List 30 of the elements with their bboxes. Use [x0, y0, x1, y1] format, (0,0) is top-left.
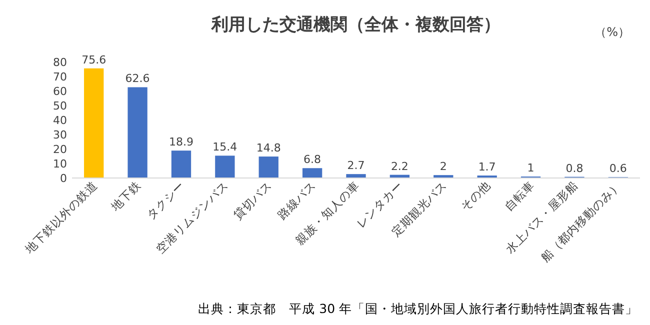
data-label: 14.8	[256, 142, 281, 155]
data-label: 2	[440, 160, 447, 174]
x-tick-label: 路線バス	[274, 178, 318, 222]
data-label: 18.9	[168, 136, 194, 149]
y-tick-label: 20	[53, 143, 67, 156]
x-tick-label: 地下鉄	[108, 178, 144, 214]
y-tick-label: 0	[60, 172, 67, 185]
y-tick-label: 50	[53, 100, 67, 112]
source-note: 出典：東京都 平成 30 年「国・地域別外国人旅行者行動特性調査報告書」	[198, 301, 638, 316]
data-label: 2.2	[390, 160, 408, 173]
data-label: 0.6	[609, 162, 627, 176]
data-label: 6.8	[304, 153, 322, 166]
y-tick-label: 60	[53, 85, 67, 98]
x-tick-label: 自転車	[502, 178, 537, 214]
data-label: 75.6	[82, 53, 106, 66]
data-label: 62.6	[125, 72, 150, 86]
y-tick-label: 80	[53, 56, 67, 69]
chart-title: 利用した交通機関（全体・複数回答）	[210, 15, 500, 35]
y-tick-label: 70	[53, 70, 67, 84]
y-tick-label: 30	[53, 128, 67, 142]
x-tick-label: 貸切バス	[230, 178, 275, 222]
x-tick-label: その他	[458, 178, 494, 214]
data-label: 2.7	[347, 159, 365, 172]
y-axis-title: （%）	[594, 25, 630, 39]
data-label: 0.8	[566, 162, 584, 175]
data-label: 1	[527, 162, 534, 175]
data-label: 15.4	[212, 140, 238, 154]
y-tick-label: 10	[53, 158, 67, 170]
data-label: 1.7	[478, 160, 496, 174]
y-tick-label: 40	[53, 114, 67, 127]
